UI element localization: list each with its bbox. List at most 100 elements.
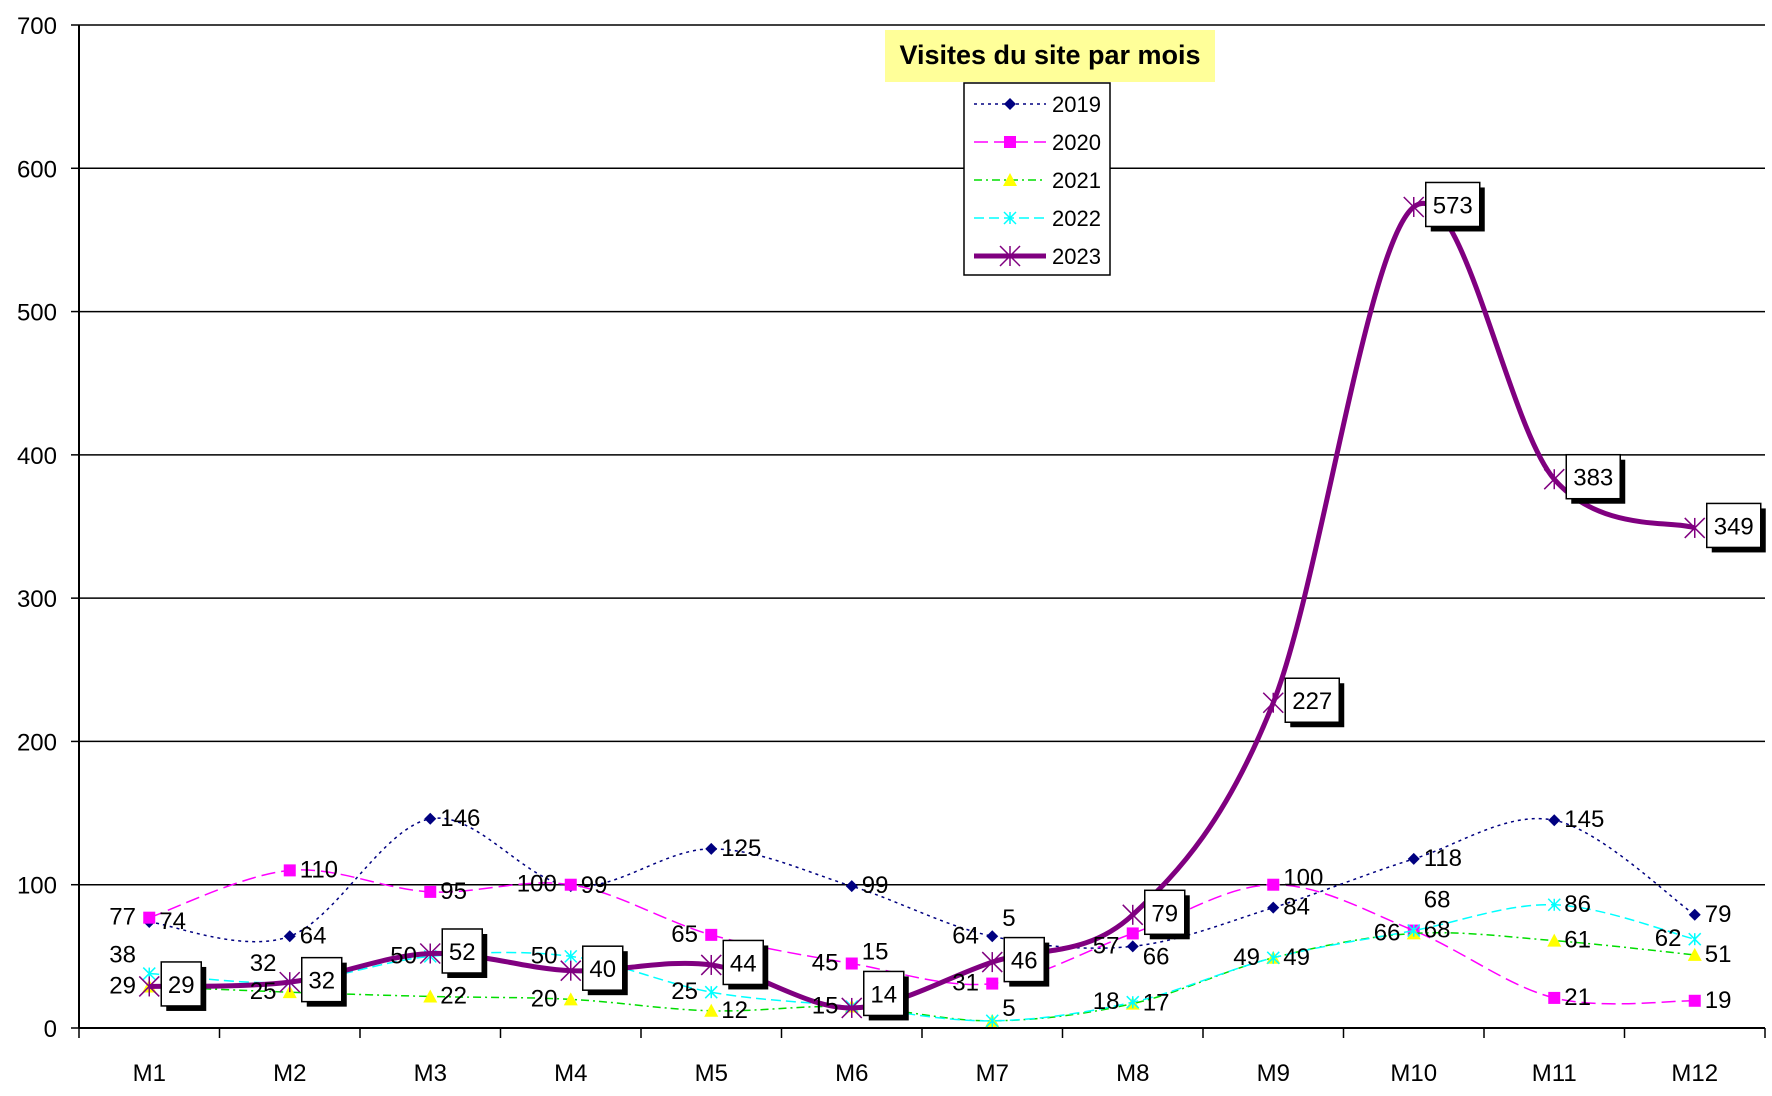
data-label-box: 29 [160,961,207,1011]
triangle-marker [1003,173,1017,186]
data-label: 5 [1002,905,1015,932]
y-axis-ticks: 0 100 200 300 400 500 600 700 [17,13,79,1043]
data-label: 74 [159,908,186,935]
legend-item-2021: 2021 [974,168,1101,193]
x-axis-ticks: M1 M2 M3 M4 M5 M6 M7 M8 M9 M10 M11 M12 [78,1028,1766,1087]
x-tick-label: M8 [1116,1060,1149,1087]
data-label: 49 [1283,944,1310,971]
data-label: 45 [812,950,839,977]
x-tick-label: M7 [976,1060,1009,1087]
legend-label: 2022 [1052,206,1101,231]
legend: 2019 2020 2021 2022 2023 [963,82,1111,276]
y-tick-label: 500 [17,300,57,327]
data-label: 46 [1011,948,1038,975]
square-marker [424,885,437,898]
triangle-marker [704,1003,719,1017]
data-label: 65 [671,921,698,948]
diamond-marker [1004,98,1016,110]
asterisk-marker [1262,692,1284,714]
data-label: 12 [721,997,748,1024]
y-tick-label: 0 [44,1016,57,1043]
data-label: 32 [308,968,335,995]
legend-item-2022: 2022 [974,206,1101,231]
legend-label: 2021 [1052,168,1101,193]
data-label: 44 [730,950,757,977]
data-label: 50 [390,942,417,969]
data-label: 573 [1433,192,1473,219]
data-label: 15 [812,993,839,1020]
square-marker [1004,136,1016,148]
data-label: 25 [250,978,277,1005]
asterisk-marker [1543,468,1565,490]
data-label: 100 [517,871,557,898]
asterisk-marker [700,954,722,976]
asterisk-marker [279,971,301,993]
chart-title-box: Visites du site par mois [885,30,1215,82]
data-label: 22 [440,982,467,1009]
square-marker [564,878,577,891]
triangle-marker [1547,933,1562,947]
data-label: 57 [1093,932,1120,959]
data-label: 20 [531,985,558,1012]
series-2020 [143,864,1701,1007]
asterisk-marker [981,951,1003,973]
data-label: 68 [1424,917,1451,944]
data-label: 32 [250,950,277,977]
data-label: 61 [1564,927,1591,954]
x-tick-label: M4 [554,1060,587,1087]
triangle-marker [1687,947,1702,961]
data-label-box: 349 [1706,502,1766,553]
x-marker [704,985,718,999]
data-label: 31 [952,970,979,997]
diamond-marker [986,930,999,943]
data-label-box: 573 [1425,181,1485,232]
data-label-box: 46 [1003,936,1050,987]
square-marker [845,957,858,970]
data-label: 79 [1151,900,1178,927]
y-tick-label: 200 [17,729,57,756]
x-tick-label: M3 [414,1060,447,1087]
square-marker [1267,878,1280,891]
data-label: 146 [440,805,480,832]
asterisk-marker [841,997,863,1019]
data-label: 77 [109,904,136,931]
series-line-2019 [149,817,1696,949]
legend-label: 2023 [1052,244,1101,269]
diamond-marker [1548,814,1561,827]
y-tick-label: 300 [17,586,57,613]
series-2023 [138,196,1706,1019]
y-tick-label: 400 [17,443,57,470]
data-label: 29 [109,972,136,999]
data-label: 86 [1564,891,1591,918]
data-label: 18 [1093,988,1120,1015]
data-label: 52 [449,939,476,966]
series-line-2021 [149,931,1695,1022]
diamond-marker [424,812,437,825]
x-tick-label: M12 [1671,1060,1718,1087]
data-label: 50 [531,942,558,969]
triangle-marker [563,992,578,1006]
x-marker [1547,898,1561,912]
data-label: 14 [870,981,897,1008]
data-label: 79 [1705,901,1732,928]
legend-item-2020: 2020 [974,130,1101,155]
data-label: 19 [1705,987,1732,1014]
data-label: 227 [1292,688,1332,715]
asterisk-marker [419,942,441,965]
asterisk-marker [1403,196,1425,218]
series-2021 [142,926,1702,1027]
x-marker [1266,951,1280,965]
data-label: 49 [1233,944,1260,971]
square-marker [1688,994,1701,1007]
series-lines [138,196,1706,1028]
diamond-marker [1267,901,1280,914]
x-marker [1688,932,1702,946]
x-tick-label: M5 [695,1060,728,1087]
data-label: 95 [440,878,467,905]
data-label: 15 [862,939,889,966]
x-tick-label: M11 [1532,1060,1577,1087]
y-tick-label: 700 [17,13,57,40]
x-tick-label: M9 [1257,1060,1290,1087]
x-marker [1003,211,1017,225]
